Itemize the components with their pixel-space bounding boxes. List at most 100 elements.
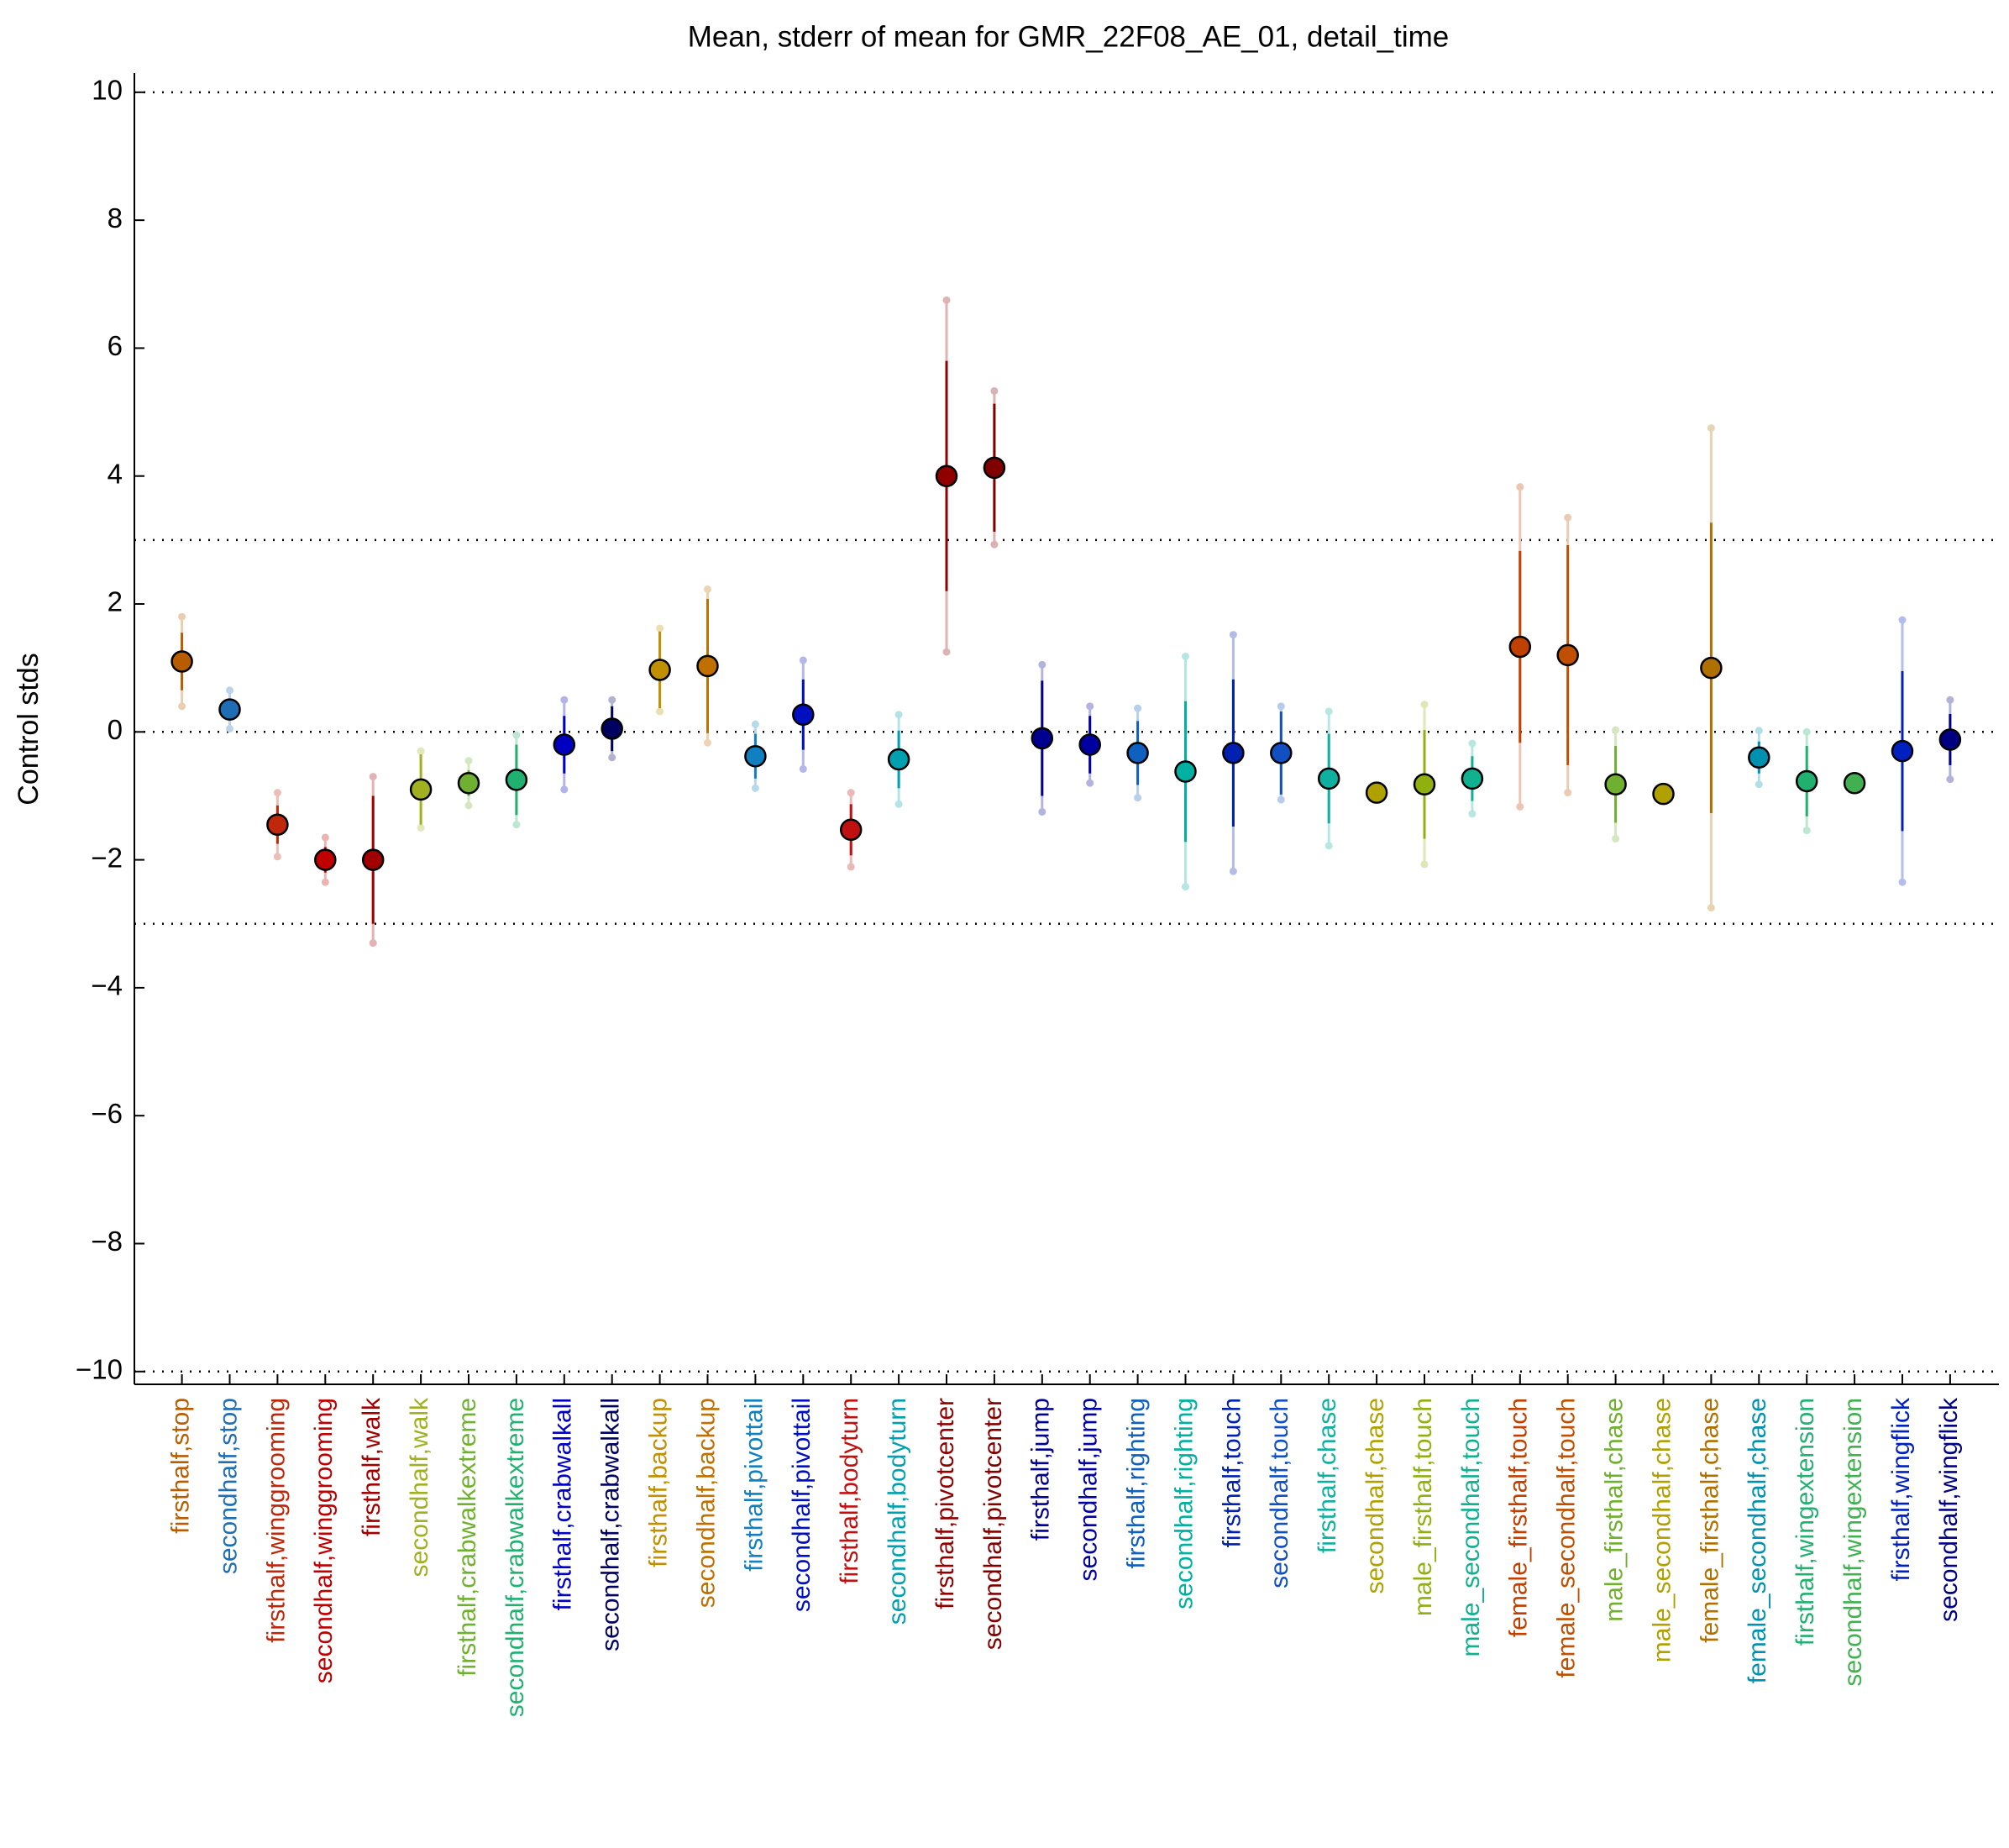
spread-point <box>704 738 711 747</box>
y-axis-label: Control stds <box>13 653 45 805</box>
x-tick-label: firsthalf,pivotcenter <box>931 1398 959 1609</box>
spread-point <box>1468 739 1477 748</box>
spread-point <box>1802 727 1811 736</box>
spread-point <box>1277 795 1285 804</box>
mean-point <box>218 698 241 721</box>
spread-point <box>512 821 521 829</box>
spread-point <box>464 757 473 765</box>
category-group <box>409 747 433 832</box>
spread-point <box>1612 834 1620 843</box>
spread-point <box>1946 775 1954 784</box>
spread-point <box>1612 726 1620 734</box>
mean-point <box>1891 739 1914 763</box>
mean-point <box>1126 742 1149 764</box>
spread-point <box>608 696 616 704</box>
x-tick-label: secondhalf,jump <box>1075 1398 1103 1581</box>
category-group <box>505 731 528 829</box>
category-group <box>1031 660 1054 816</box>
x-tick-label: firsthalf,pivottail <box>740 1398 768 1572</box>
category-group <box>935 296 958 656</box>
spread-point <box>226 725 233 732</box>
mean-point <box>1700 656 1723 680</box>
category-group <box>1938 696 1962 784</box>
category-group <box>648 624 671 716</box>
spread-point <box>894 711 903 719</box>
x-tick-label: secondhalf,pivottail <box>788 1398 816 1612</box>
category-group <box>696 585 719 747</box>
category-group <box>170 612 193 711</box>
category-group <box>1652 782 1675 806</box>
category-group <box>1843 771 1866 795</box>
spread-point <box>369 939 377 948</box>
spread-point <box>417 747 425 755</box>
category-group <box>1365 781 1388 804</box>
x-tick-label: secondhalf,righting <box>1170 1398 1198 1609</box>
spread-point <box>847 863 855 871</box>
category-group <box>1174 652 1197 891</box>
category-group <box>601 696 623 762</box>
x-tick-label: firsthalf,touch <box>1218 1398 1246 1547</box>
spread-point <box>847 789 855 797</box>
category-group <box>1078 702 1101 787</box>
y-tick-label: −2 <box>91 842 123 873</box>
x-tick-label: secondhalf,crabwalkextreme <box>501 1398 529 1717</box>
spread-point <box>751 720 759 728</box>
spread-point <box>656 707 664 716</box>
spread-point <box>1468 810 1477 818</box>
spread-point <box>464 801 473 810</box>
x-tick-label: secondhalf,backup <box>692 1398 720 1608</box>
category-group <box>361 773 385 948</box>
mean-point <box>1222 742 1245 764</box>
spread-point <box>178 702 186 711</box>
y-tick-label: −4 <box>91 970 123 1001</box>
spread-point <box>751 784 759 792</box>
category-group <box>553 696 576 794</box>
spread-point <box>1755 727 1763 735</box>
x-tick-label: firsthalf,bodyturn <box>836 1398 863 1584</box>
x-tick-label: firsthalf,crabwalkextreme <box>454 1398 481 1677</box>
spread-point <box>226 686 233 695</box>
x-tick-label: female_firsthalf,touch <box>1505 1398 1533 1637</box>
spread-point <box>1182 883 1189 891</box>
spread-point <box>1516 483 1524 491</box>
category-group <box>1461 739 1484 818</box>
category-group <box>792 656 815 773</box>
x-tick-label: secondhalf,winggrooming <box>310 1398 338 1683</box>
mean-point <box>361 848 385 871</box>
x-tick-label: female_secondhalf,chase <box>1744 1398 1771 1683</box>
mean-point <box>1508 635 1532 659</box>
y-tick-label: 8 <box>108 202 123 234</box>
x-tick-label: secondhalf,crabwalkall <box>597 1398 625 1651</box>
mean-point <box>1365 781 1388 804</box>
x-tick-label: firsthalf,walk <box>358 1397 386 1536</box>
x-tick-label: firsthalf,jump <box>1027 1398 1055 1541</box>
x-tick-label: male_firsthalf,touch <box>1409 1398 1437 1616</box>
mean-point <box>744 744 767 768</box>
spread-point <box>1182 652 1189 660</box>
spread-point <box>1324 707 1333 716</box>
spread-point <box>1229 867 1237 875</box>
y-tick-label: −6 <box>91 1098 123 1129</box>
spread-point <box>990 540 999 549</box>
spread-point <box>799 656 807 664</box>
category-group <box>457 757 480 810</box>
category-group <box>1222 631 1245 875</box>
spread-point <box>1564 789 1572 797</box>
category-group <box>1748 727 1770 789</box>
spread-point <box>1802 827 1811 835</box>
category-group <box>744 720 767 792</box>
mean-point <box>266 813 289 836</box>
spread-point <box>273 853 281 861</box>
mean-point <box>1795 769 1818 793</box>
spread-point <box>1229 631 1237 639</box>
mean-point <box>314 848 337 871</box>
x-tick-label: firsthalf,stop <box>167 1398 195 1534</box>
spread-point <box>894 800 903 808</box>
spread-point <box>1898 616 1907 624</box>
spread-point <box>1038 660 1046 669</box>
category-group <box>1891 616 1914 886</box>
category-group <box>1604 726 1627 843</box>
spread-point <box>1086 702 1094 711</box>
x-tick-label: female_firsthalf,chase <box>1696 1398 1723 1643</box>
category-group <box>983 386 1006 549</box>
